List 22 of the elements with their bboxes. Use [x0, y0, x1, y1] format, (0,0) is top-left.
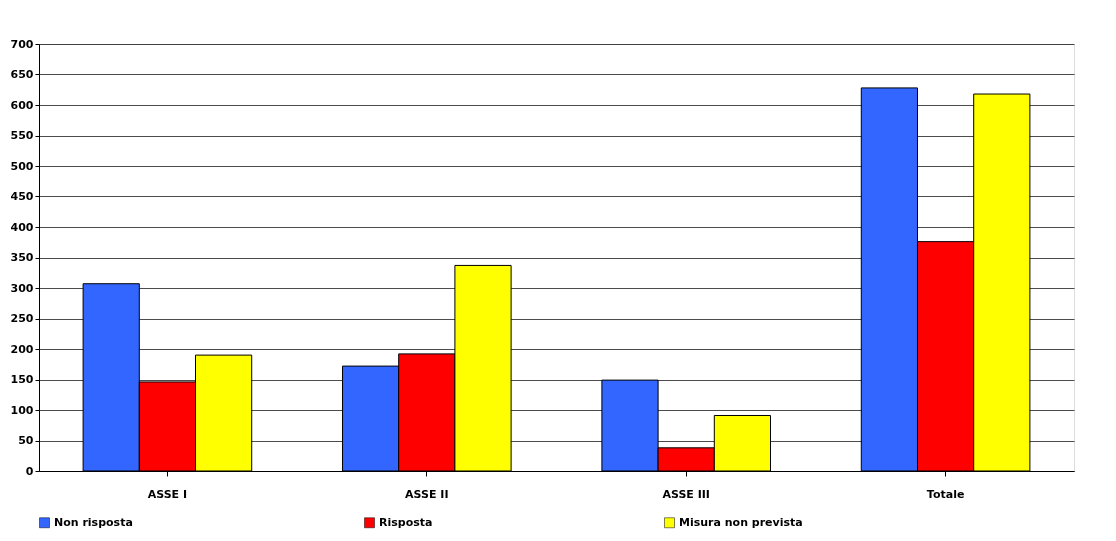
y-tick-label: 650	[10, 68, 34, 81]
legend-label: Misura non prevista	[679, 515, 803, 529]
y-tick-label: 300	[10, 281, 34, 295]
y-tick-label: 600	[10, 98, 34, 112]
y-tick-label: 400	[10, 220, 34, 234]
y-tick-label: 200	[10, 342, 34, 356]
y-tick-label: 350	[10, 251, 34, 264]
y-tick-label: 250	[10, 312, 34, 325]
y-tick-label: 500	[10, 159, 34, 173]
legend-label: Non risposta	[54, 515, 133, 529]
x-tick-label: ASSE III	[662, 487, 710, 501]
legend-label: Risposta	[379, 515, 433, 529]
y-tick-label: 0	[25, 464, 34, 478]
y-tick-label: 550	[10, 129, 34, 142]
y-tick-label: 450	[10, 190, 34, 203]
x-tick-label: Totale	[926, 487, 965, 501]
y-tick-label: 700	[10, 37, 34, 51]
y-tick-label: 50	[18, 434, 34, 447]
x-tick-label: ASSE II	[405, 487, 449, 501]
x-tick-label: ASSE I	[147, 487, 188, 501]
y-tick-label: 150	[10, 373, 34, 386]
y-tick-label: 100	[10, 403, 34, 417]
